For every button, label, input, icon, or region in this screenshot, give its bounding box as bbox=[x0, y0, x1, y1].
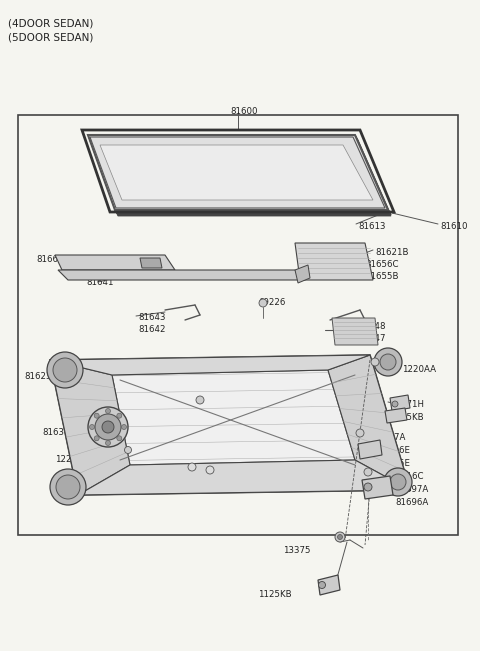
Circle shape bbox=[337, 534, 343, 540]
Circle shape bbox=[95, 414, 121, 440]
Text: 81610: 81610 bbox=[440, 222, 468, 231]
Polygon shape bbox=[328, 355, 410, 490]
Circle shape bbox=[364, 483, 372, 491]
Text: 81623: 81623 bbox=[24, 372, 51, 381]
Polygon shape bbox=[50, 355, 370, 375]
Text: 1243BA: 1243BA bbox=[142, 390, 176, 399]
Text: 81678B: 81678B bbox=[126, 473, 159, 482]
Polygon shape bbox=[100, 145, 373, 200]
Polygon shape bbox=[385, 408, 407, 423]
Polygon shape bbox=[355, 135, 391, 215]
Text: 1125KB: 1125KB bbox=[390, 413, 424, 422]
Polygon shape bbox=[78, 460, 410, 495]
Circle shape bbox=[89, 424, 95, 430]
Text: 81696A: 81696A bbox=[395, 498, 428, 507]
Text: 81642: 81642 bbox=[138, 325, 166, 334]
Polygon shape bbox=[88, 135, 388, 210]
Circle shape bbox=[106, 441, 110, 445]
Text: 81647: 81647 bbox=[358, 334, 385, 343]
Circle shape bbox=[188, 463, 196, 471]
Circle shape bbox=[206, 466, 214, 474]
Circle shape bbox=[374, 348, 402, 376]
Text: 81631: 81631 bbox=[42, 428, 70, 437]
Text: (5DOOR SEDAN): (5DOOR SEDAN) bbox=[8, 32, 94, 42]
Circle shape bbox=[384, 468, 412, 496]
Polygon shape bbox=[58, 270, 305, 280]
Text: 81625E: 81625E bbox=[377, 459, 410, 468]
Circle shape bbox=[102, 421, 114, 433]
Text: 81656C: 81656C bbox=[365, 260, 398, 269]
Polygon shape bbox=[115, 210, 391, 216]
Text: 81648: 81648 bbox=[358, 322, 385, 331]
Text: 81613: 81613 bbox=[358, 222, 385, 231]
Polygon shape bbox=[295, 243, 373, 280]
Text: 81626E: 81626E bbox=[377, 446, 410, 455]
Text: 81617A: 81617A bbox=[372, 433, 406, 442]
Text: 81622B: 81622B bbox=[278, 365, 312, 374]
Text: 81641: 81641 bbox=[86, 278, 113, 287]
Polygon shape bbox=[50, 360, 130, 495]
Circle shape bbox=[356, 429, 364, 437]
Circle shape bbox=[117, 436, 122, 441]
Circle shape bbox=[56, 475, 80, 499]
Circle shape bbox=[121, 424, 127, 430]
Polygon shape bbox=[332, 318, 378, 345]
Circle shape bbox=[88, 407, 128, 447]
Polygon shape bbox=[140, 258, 162, 268]
Polygon shape bbox=[55, 255, 175, 270]
Circle shape bbox=[94, 413, 99, 418]
Text: 81643: 81643 bbox=[138, 313, 166, 322]
Text: 1220AA: 1220AA bbox=[402, 365, 436, 374]
Text: 69226: 69226 bbox=[258, 298, 286, 307]
Circle shape bbox=[335, 532, 345, 542]
Circle shape bbox=[94, 436, 99, 441]
Polygon shape bbox=[295, 265, 310, 283]
Text: 81666: 81666 bbox=[36, 255, 63, 264]
Circle shape bbox=[106, 408, 110, 413]
Polygon shape bbox=[112, 370, 355, 465]
Polygon shape bbox=[50, 355, 410, 495]
Text: 81655B: 81655B bbox=[365, 272, 398, 281]
Text: 81620A: 81620A bbox=[205, 365, 239, 374]
Circle shape bbox=[364, 468, 372, 476]
Circle shape bbox=[259, 299, 267, 307]
Circle shape bbox=[319, 581, 325, 589]
Circle shape bbox=[124, 447, 132, 454]
Polygon shape bbox=[362, 476, 393, 499]
Text: 81621B: 81621B bbox=[375, 248, 408, 257]
Text: 1125KB: 1125KB bbox=[258, 590, 292, 599]
Polygon shape bbox=[318, 575, 340, 595]
Polygon shape bbox=[88, 135, 118, 215]
Circle shape bbox=[371, 358, 379, 366]
Text: 1220AB: 1220AB bbox=[55, 455, 89, 464]
Circle shape bbox=[392, 401, 398, 407]
Text: 81816C: 81816C bbox=[390, 472, 423, 481]
Text: 81600: 81600 bbox=[230, 107, 257, 116]
Text: 81671H: 81671H bbox=[390, 400, 424, 409]
Text: 81697A: 81697A bbox=[395, 485, 428, 494]
Text: 13375: 13375 bbox=[283, 546, 311, 555]
Circle shape bbox=[390, 474, 406, 490]
Text: (4DOOR SEDAN): (4DOOR SEDAN) bbox=[8, 18, 94, 28]
Circle shape bbox=[380, 354, 396, 370]
Circle shape bbox=[50, 469, 86, 505]
Circle shape bbox=[47, 352, 83, 388]
Circle shape bbox=[53, 358, 77, 382]
Polygon shape bbox=[358, 440, 382, 459]
Polygon shape bbox=[390, 395, 410, 411]
Circle shape bbox=[196, 396, 204, 404]
Circle shape bbox=[117, 413, 122, 418]
